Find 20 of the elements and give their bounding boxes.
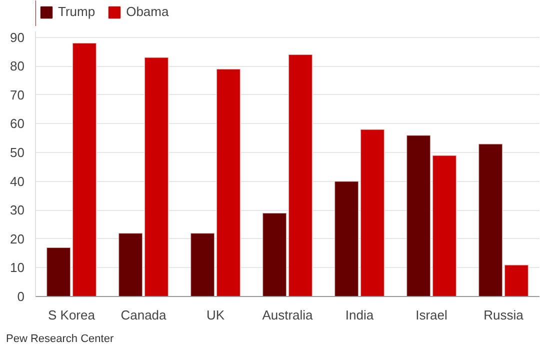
- y-tick-label: 60: [10, 116, 25, 132]
- text: Pew Research Center: [6, 332, 114, 347]
- y-tick-label: 40: [10, 174, 25, 189]
- y-tick-label: 70: [10, 87, 25, 102]
- y-tick-label: 50: [10, 144, 25, 160]
- x-tick-label: Russia: [484, 308, 524, 322]
- y-tick-label: 80: [10, 58, 25, 74]
- x-tick-label: Israel: [416, 308, 448, 322]
- legend-label: Trump: [58, 4, 96, 19]
- y-tick-label: 30: [10, 202, 25, 218]
- y-tick-label: 0: [17, 289, 25, 304]
- x-tick-label: Australia: [262, 308, 314, 322]
- x-tick-label: India: [345, 308, 374, 322]
- x-tick-label: UK: [206, 308, 225, 322]
- y-tick-label: 10: [10, 260, 25, 276]
- y-tick-label: 90: [10, 30, 25, 45]
- x-tick-label: S Korea: [48, 308, 96, 322]
- legend-label: Obama: [126, 4, 169, 19]
- x-tick-label: Canada: [120, 308, 168, 322]
- y-tick-label: 20: [10, 231, 25, 246]
